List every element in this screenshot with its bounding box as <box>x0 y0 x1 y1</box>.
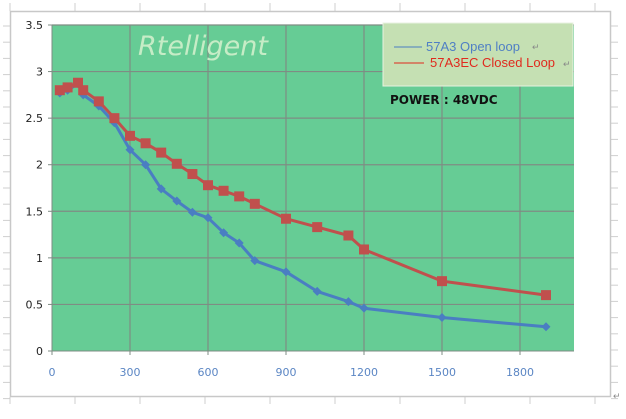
data-point-square <box>54 85 65 96</box>
data-point-diamond <box>219 228 229 238</box>
watermark-rtelligent: Rtelligent <box>138 31 269 62</box>
data-point-square <box>203 180 213 191</box>
data-point-diamond <box>172 196 182 206</box>
power-annotation: POWER : 48VDC <box>390 93 498 107</box>
data-point-square <box>140 138 151 149</box>
ruler-ticks <box>3 3 618 404</box>
data-point-diamond <box>250 256 260 266</box>
y-tick-label: 2.5 <box>26 112 44 125</box>
data-point-diamond <box>281 267 291 277</box>
data-point-diamond <box>312 286 322 296</box>
data-point-diamond <box>234 238 244 248</box>
data-point-square <box>249 198 260 209</box>
data-point-diamond <box>343 297 353 307</box>
data-point-square <box>437 276 447 287</box>
x-tick-label: 600 <box>198 366 219 379</box>
y-tick-label: 2 <box>36 159 43 172</box>
data-point-square <box>78 85 89 96</box>
data-point-square <box>187 169 198 180</box>
y-tick-label: 0 <box>36 345 43 358</box>
y-tick-label: 1 <box>36 252 43 265</box>
data-point-square <box>218 185 229 196</box>
data-point-square <box>343 230 354 241</box>
legend-box <box>382 22 574 87</box>
x-tick-label: 0 <box>49 366 56 379</box>
x-tick-label: 1200 <box>350 366 378 379</box>
series-layer <box>54 77 551 332</box>
data-point-diamond <box>125 145 135 155</box>
return-mark-icon: ↵ <box>532 42 540 52</box>
series-open-loop <box>55 79 551 332</box>
legend-label-open-loop: 57A3 Open loop <box>426 39 520 54</box>
x-tick-label: 1500 <box>428 366 456 379</box>
data-point-diamond <box>437 312 447 322</box>
axes: 0 0.5 1 1.5 2 2.5 3 3.5 0 300 600 900 1200 1500 1800 <box>26 19 574 379</box>
data-point-diamond <box>541 322 551 332</box>
data-point-square <box>73 77 83 88</box>
x-tick-label: 900 <box>276 366 297 379</box>
data-point-diamond <box>203 213 213 223</box>
data-point-square <box>93 96 104 107</box>
data-point-square <box>359 244 369 255</box>
x-tick-label: 300 <box>120 366 141 379</box>
x-tick-label: 1800 <box>506 366 534 379</box>
return-mark-icon: ↵ <box>563 59 571 69</box>
data-point-diamond <box>359 303 369 313</box>
data-point-square <box>62 82 73 93</box>
data-point-diamond <box>187 207 197 217</box>
data-point-square <box>156 147 167 158</box>
legend: 57A3 Open loop ↵ 57A3EC Closed Loop ↵ <box>382 22 574 87</box>
data-point-square <box>281 213 291 224</box>
data-point-square <box>312 222 323 233</box>
y-tick-label: 0.5 <box>26 298 44 311</box>
return-mark-icon: ↵ <box>613 391 621 401</box>
data-point-square <box>541 290 551 301</box>
data-point-square <box>125 130 135 141</box>
data-point-diamond <box>141 160 151 170</box>
data-point-diamond <box>156 184 166 194</box>
series-closed-loop <box>54 77 551 301</box>
data-point-square <box>109 113 120 124</box>
legend-label-closed-loop: 57A3EC Closed Loop <box>430 55 555 70</box>
y-tick-label: 3.5 <box>26 19 44 32</box>
data-point-square <box>171 158 182 169</box>
y-tick-label: 3 <box>36 66 43 79</box>
y-tick-label: 1.5 <box>26 205 44 218</box>
data-point-square <box>234 191 245 202</box>
